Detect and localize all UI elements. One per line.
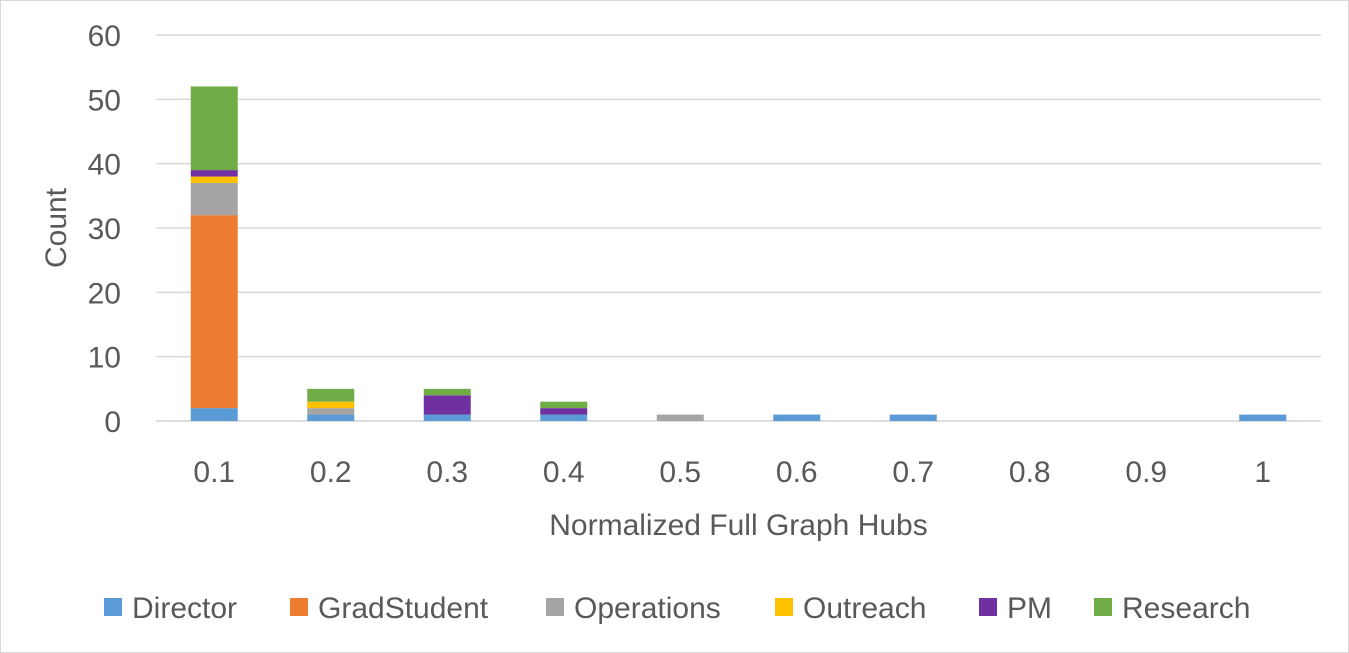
legend-label-operations: Operations (574, 592, 721, 625)
x-tick-label: 0.4 (543, 456, 585, 489)
bar-gradstudent-0.1 (190, 215, 238, 409)
bar-director-0.6 (773, 414, 821, 421)
x-tick-label: 0.5 (659, 456, 701, 489)
legend-swatch-operations (546, 598, 564, 616)
x-tick-labels: 0.1 0.2 0.3 0.4 0.5 0.6 0.7 0.8 0.9 1 (193, 456, 1271, 489)
y-tick-label: 0 (104, 406, 121, 439)
legend-label-research: Research (1122, 592, 1250, 625)
x-tick-label: 0.1 (193, 456, 235, 489)
legend-swatch-director (104, 598, 122, 616)
x-tick-label: 0.8 (1009, 456, 1051, 489)
y-tick-label: 60 (88, 20, 121, 53)
x-tick-label: 0.3 (426, 456, 468, 489)
legend-swatch-pm (979, 598, 997, 616)
legend-label-outreach: Outreach (803, 592, 926, 625)
legend-label-pm: PM (1007, 592, 1052, 625)
bar-outreach-0.2 (307, 401, 355, 409)
y-tick-label: 40 (88, 149, 121, 182)
bar-research-0.1 (190, 86, 238, 171)
legend: Director GradStudent Operations Outreach PM R… (104, 592, 1250, 625)
legend-swatch-gradstudent (290, 598, 308, 616)
legend-label-director: Director (132, 592, 237, 625)
bar-director-0.3 (423, 414, 471, 421)
bar-research-0.2 (307, 388, 355, 402)
bar-pm-0.3 (423, 395, 471, 415)
bar-outreach-0.1 (190, 176, 238, 183)
bar-director-0.7 (889, 414, 937, 421)
y-tick-label: 30 (88, 213, 121, 246)
bar-pm-0.1 (190, 170, 238, 177)
bar-director-0.2 (307, 414, 355, 421)
x-tick-label: 0.7 (892, 456, 934, 489)
y-axis-title: Count (40, 187, 73, 268)
bar-pm-0.4 (540, 408, 588, 415)
legend-swatch-outreach (775, 598, 793, 616)
y-tick-label: 10 (88, 342, 121, 375)
x-tick-label: 0.6 (776, 456, 818, 489)
legend-label-gradstudent: GradStudent (318, 592, 489, 625)
bar-operations-0.5 (656, 414, 704, 421)
bar-operations-0.1 (190, 182, 238, 216)
x-axis-title: Normalized Full Graph Hubs (549, 509, 927, 542)
y-tick-label: 20 (88, 277, 121, 310)
x-tick-label: 0.2 (310, 456, 352, 489)
bar-operations-0.2 (307, 408, 355, 415)
x-tick-label: 0.9 (1125, 456, 1167, 489)
gridlines (156, 34, 1321, 422)
bar-research-0.4 (540, 401, 588, 409)
bars (190, 86, 1287, 421)
x-tick-label: 1 (1254, 456, 1271, 489)
y-tick-label: 50 (88, 84, 121, 117)
legend-swatch-research (1094, 598, 1112, 616)
bar-director-0.4 (540, 414, 588, 421)
bar-director-1 (1239, 414, 1287, 421)
bar-research-0.3 (423, 388, 471, 396)
y-tick-labels: 0 10 20 30 40 50 60 (88, 20, 121, 439)
bar-director-0.1 (190, 408, 238, 421)
